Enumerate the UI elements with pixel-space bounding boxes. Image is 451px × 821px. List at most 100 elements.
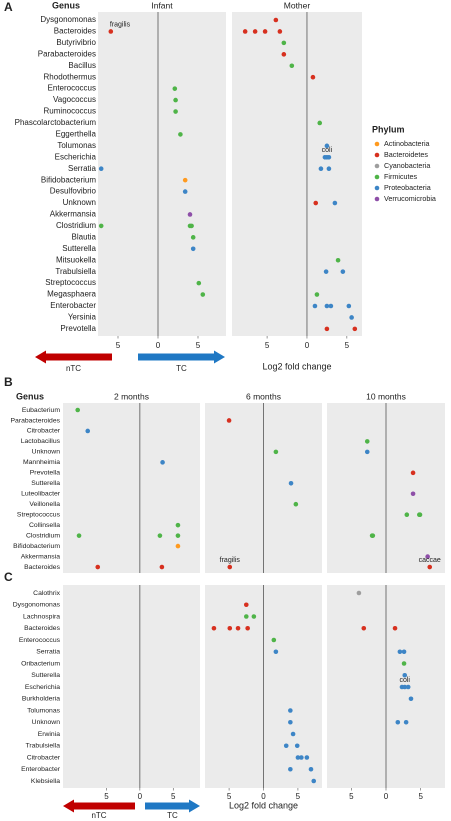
- point: [283, 743, 289, 749]
- point: [108, 29, 114, 34]
- genus-label: Bacillus: [68, 61, 96, 70]
- arrow-ntc: [63, 799, 135, 813]
- genus-label: Ruminococcus: [44, 107, 96, 116]
- point: [95, 564, 101, 570]
- point: [392, 625, 398, 631]
- panel-letter: A: [4, 0, 13, 14]
- legend-swatch: [374, 141, 380, 147]
- x-tick-label: 0: [261, 792, 266, 801]
- point: [175, 533, 181, 538]
- x-tick-label: 0: [305, 341, 310, 350]
- point: [404, 512, 410, 517]
- legend-label: Proteobacteria: [384, 183, 431, 192]
- point: [190, 235, 196, 240]
- genus-label: Tolumonas: [27, 707, 60, 714]
- genus-label: Dysgonomonas: [40, 15, 96, 24]
- genus-label: Eggerthella: [56, 130, 97, 139]
- genus-label: Bacteroides: [24, 564, 60, 571]
- point: [178, 132, 183, 137]
- point: [75, 407, 81, 413]
- point: [401, 649, 407, 655]
- point: [401, 661, 407, 666]
- point: [312, 303, 318, 309]
- x-axis-label: Log2 fold change: [229, 800, 298, 810]
- point: [402, 672, 408, 678]
- genus-label: Dysgonomonas: [13, 602, 61, 609]
- facet-title: Infant: [151, 0, 173, 10]
- genus-label: Trabulsiella: [25, 743, 60, 750]
- x-tick-label: 0: [156, 341, 161, 350]
- point: [364, 449, 370, 455]
- point: [288, 766, 293, 772]
- point: [245, 625, 250, 631]
- legend-swatch: [374, 196, 380, 202]
- point: [402, 684, 408, 690]
- point: [196, 280, 202, 286]
- point: [395, 719, 401, 725]
- x-axis-label: Log2 fold change: [262, 361, 331, 371]
- point: [304, 755, 310, 760]
- genus-label: Yersinia: [68, 313, 97, 322]
- point: [227, 625, 233, 631]
- point: [227, 564, 233, 570]
- point: [326, 166, 332, 172]
- point: [182, 189, 188, 194]
- arrow-tc: [138, 350, 225, 364]
- genus-label: Oribacterium: [21, 660, 60, 667]
- x-tick-label: 5: [418, 792, 423, 801]
- genus-label: Eubacterium: [22, 407, 60, 414]
- panel-letter: C: [4, 570, 13, 584]
- genus-label: Citrobacter: [27, 428, 61, 435]
- point: [349, 315, 354, 320]
- point: [317, 120, 323, 126]
- legend-swatch: [374, 185, 380, 191]
- genus-label: Enterobacter: [50, 301, 96, 310]
- legend-swatch: [374, 163, 380, 169]
- genus-label: Streptococcus: [17, 511, 61, 518]
- point: [290, 731, 296, 737]
- arrow-tc: [145, 799, 200, 813]
- x-tick-label: 0: [384, 792, 389, 801]
- genus-label: Trabulsiella: [55, 267, 96, 276]
- facet-title: 10 months: [366, 391, 406, 401]
- facet-title: 6 months: [246, 391, 281, 401]
- x-tick-label: 5: [116, 341, 121, 350]
- point: [340, 269, 346, 274]
- genus-label: Clostridium: [56, 221, 96, 230]
- point: [332, 200, 338, 206]
- genus-label: Veillonella: [29, 501, 60, 508]
- point: [410, 491, 416, 497]
- genus-label: Unknown: [32, 449, 61, 456]
- point: [76, 533, 82, 538]
- legend-label: Cyanobacteria: [384, 161, 430, 170]
- genus-label: Sutterella: [31, 480, 60, 487]
- point: [346, 303, 352, 309]
- genus-label: Lachnospira: [23, 613, 60, 620]
- point: [273, 17, 279, 23]
- annotation: fragilis: [220, 557, 241, 564]
- point: [98, 166, 104, 172]
- point: [410, 470, 416, 476]
- point: [299, 755, 304, 760]
- genus-label: Sutterella: [31, 672, 60, 679]
- point: [324, 143, 330, 149]
- point: [314, 292, 320, 297]
- annotation: caccae: [419, 557, 441, 564]
- point: [288, 708, 293, 713]
- point: [175, 543, 181, 549]
- facet-panel: [98, 12, 226, 336]
- point: [262, 29, 268, 34]
- point: [242, 29, 248, 34]
- genus-label: Luteolibacter: [21, 491, 61, 498]
- point: [243, 602, 249, 608]
- point: [308, 766, 314, 772]
- genus-label: Prevotella: [30, 470, 60, 477]
- point: [289, 63, 295, 69]
- legend-label: Bacteroidetes: [384, 150, 428, 159]
- point: [417, 512, 423, 517]
- genus-label: Escherichia: [25, 684, 60, 691]
- point: [277, 29, 283, 34]
- row-header: Genus: [16, 391, 44, 401]
- point: [288, 719, 293, 725]
